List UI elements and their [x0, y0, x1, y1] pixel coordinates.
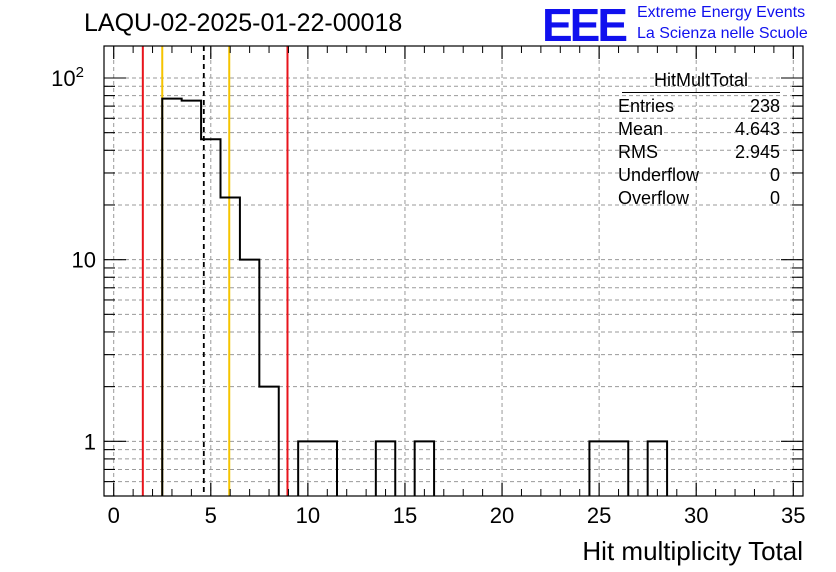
- x-tick-label: 35: [781, 503, 805, 528]
- stats-row-entries: Entries 238: [612, 95, 780, 118]
- histogram-outline: [374, 440, 397, 496]
- x-axis-label: Hit multiplicity Total: [582, 536, 803, 566]
- histogram-outline: [297, 440, 338, 496]
- x-tick-label: 5: [205, 503, 217, 528]
- logo-mark: EEE: [542, 0, 628, 51]
- histogram-bin: [415, 441, 434, 496]
- x-tick-label: 10: [296, 503, 320, 528]
- stats-value: 0: [769, 165, 780, 185]
- histogram-bin: [221, 197, 240, 496]
- histogram-bin: [609, 441, 628, 496]
- x-tick-label: 30: [684, 503, 708, 528]
- chart-title: LAQU-02-2025-01-22-00018: [84, 9, 403, 37]
- histogram-bin: [259, 387, 278, 496]
- y-tick-exponent: 2: [76, 64, 84, 81]
- axis-ticks: [104, 46, 803, 497]
- histogram-bin: [201, 139, 220, 496]
- stats-label: Mean: [618, 119, 664, 139]
- x-tick-label: 0: [108, 503, 120, 528]
- stats-row-overflow: Overflow 0: [612, 187, 780, 210]
- stats-row-mean: Mean 4.643: [612, 118, 780, 141]
- histogram-bin: [240, 260, 259, 496]
- logo-line-1: Extreme Energy Events: [637, 4, 806, 21]
- x-tick-label: 25: [587, 503, 611, 528]
- x-tick-label: 15: [393, 503, 417, 528]
- stats-label: RMS: [618, 142, 658, 162]
- logo-line-2: La Scienza nelle Scuole: [637, 25, 808, 42]
- histogram-bin: [376, 441, 395, 496]
- histogram-outline: [646, 440, 669, 496]
- histogram-outline: [588, 440, 630, 496]
- stats-value: 2.945: [734, 142, 780, 162]
- y-tick-label: 10: [72, 248, 96, 273]
- stats-label: Overflow: [618, 188, 690, 208]
- histogram-bin: [182, 101, 201, 496]
- stats-label: Entries: [618, 96, 675, 116]
- y-tick-label: 1: [84, 429, 96, 454]
- histogram-outline: [161, 97, 280, 496]
- histogram-bin: [162, 99, 181, 496]
- stats-box: HitMultTotal Entries 238 Mean 4.643 RMS …: [612, 70, 780, 210]
- histogram-bin: [648, 441, 667, 496]
- stats-title: HitMultTotal: [622, 70, 780, 93]
- x-tick-label: 20: [490, 503, 514, 528]
- stats-value: 0: [769, 188, 780, 208]
- eee-logo: EEE Extreme Energy Events La Scienza nel…: [542, 0, 832, 51]
- histogram-outline: [413, 440, 436, 496]
- histogram-series: [161, 97, 669, 496]
- histogram-bin: [318, 441, 337, 496]
- y-tick-label: 102: [51, 64, 84, 91]
- stats-label: Underflow: [618, 165, 700, 185]
- stats-row-rms: RMS 2.945: [612, 141, 780, 164]
- stats-row-underflow: Underflow 0: [612, 164, 780, 187]
- plot-frame: [103, 45, 804, 497]
- stats-value: 238: [749, 96, 780, 116]
- stats-value: 4.643: [734, 119, 780, 139]
